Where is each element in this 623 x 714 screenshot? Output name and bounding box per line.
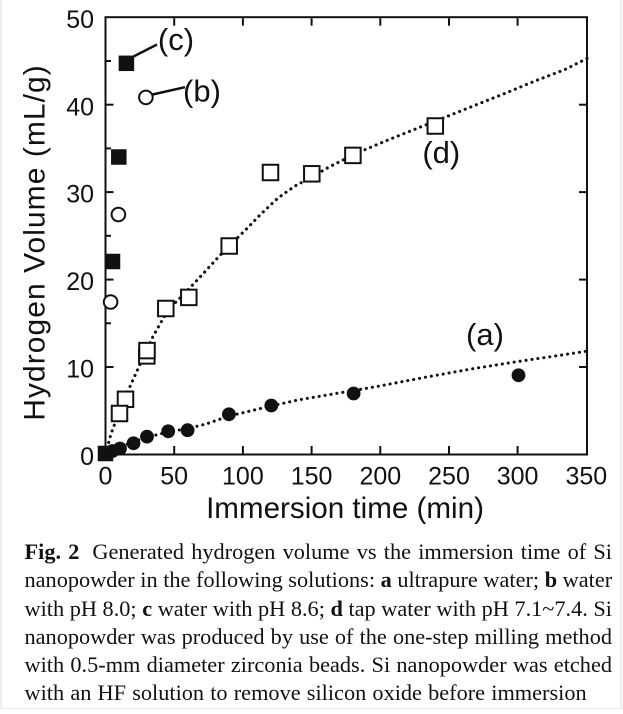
svg-text:150: 150 — [291, 463, 333, 491]
svg-text:40: 40 — [66, 93, 94, 121]
svg-text:(b): (b) — [183, 74, 221, 109]
svg-text:250: 250 — [428, 463, 470, 491]
svg-text:0: 0 — [99, 463, 113, 491]
svg-text:(d): (d) — [422, 135, 460, 170]
svg-text:(c): (c) — [158, 22, 194, 57]
svg-text:350: 350 — [565, 463, 607, 491]
svg-text:Immersion time (min): Immersion time (min) — [206, 492, 484, 525]
svg-text:0: 0 — [80, 443, 94, 471]
svg-text:Hydrogen Volume (mL/g): Hydrogen Volume (mL/g) — [19, 64, 52, 421]
svg-text:200: 200 — [359, 463, 401, 491]
svg-text:30: 30 — [66, 181, 94, 209]
svg-text:10: 10 — [66, 356, 94, 384]
svg-text:100: 100 — [222, 463, 264, 491]
svg-text:300: 300 — [497, 463, 539, 491]
svg-text:50: 50 — [160, 463, 188, 491]
svg-text:20: 20 — [66, 268, 94, 296]
svg-text:50: 50 — [66, 6, 94, 34]
svg-text:(a): (a) — [466, 317, 504, 352]
